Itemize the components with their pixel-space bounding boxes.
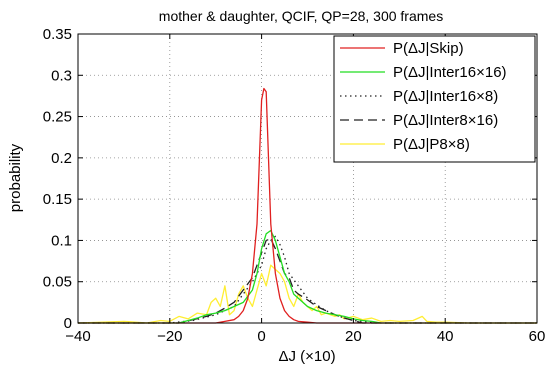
y-tick-label: 0 <box>64 315 72 332</box>
legend-label-1: P(ΔJ|Inter16×16) <box>393 64 507 81</box>
series-line-4 <box>77 264 537 324</box>
legend-label-3: P(ΔJ|Inter8×16) <box>393 112 498 129</box>
x-tick-label: 40 <box>437 328 454 345</box>
y-tick-label: 0.2 <box>51 150 72 167</box>
y-tick-label: 0.1 <box>51 232 72 249</box>
y-tick-label: 0.25 <box>43 109 72 126</box>
chart-title: mother & daughter, QCIF, QP=28, 300 fram… <box>159 8 443 24</box>
y-tick-label: 0.15 <box>43 191 72 208</box>
series-line-3 <box>78 238 537 324</box>
series-line-1 <box>78 229 537 324</box>
x-tick-label: −40 <box>65 328 90 345</box>
x-tick-label: 60 <box>529 328 546 345</box>
series-lines <box>77 87 537 324</box>
legend-items: P(ΔJ|Skip) P(ΔJ|Inter16×16) P(ΔJ|Inter16×8… <box>340 40 507 153</box>
legend-label-0: P(ΔJ|Skip) <box>393 40 464 57</box>
plot-area-frame <box>77 33 538 324</box>
series-line-2 <box>78 235 537 324</box>
legend-label-4: P(ΔJ|P8×8) <box>393 136 470 153</box>
y-tick-label: 0.35 <box>43 26 72 43</box>
x-axis-label: ΔJ (×10) <box>278 348 335 365</box>
y-axis-label: probability <box>7 143 24 212</box>
y-tick-label: 0.05 <box>43 274 72 291</box>
y-tick-label: 0.3 <box>51 67 72 84</box>
x-tick-label: 20 <box>345 328 362 345</box>
series-line-0 <box>78 87 537 324</box>
legend: P(ΔJ|Skip) P(ΔJ|Inter16×16) P(ΔJ|Inter16×8… <box>333 35 536 163</box>
x-tick-label: −20 <box>157 328 182 345</box>
legend-label-2: P(ΔJ|Inter16×8) <box>393 88 498 105</box>
x-tick-label: 0 <box>257 328 265 345</box>
legend-box <box>333 35 536 163</box>
